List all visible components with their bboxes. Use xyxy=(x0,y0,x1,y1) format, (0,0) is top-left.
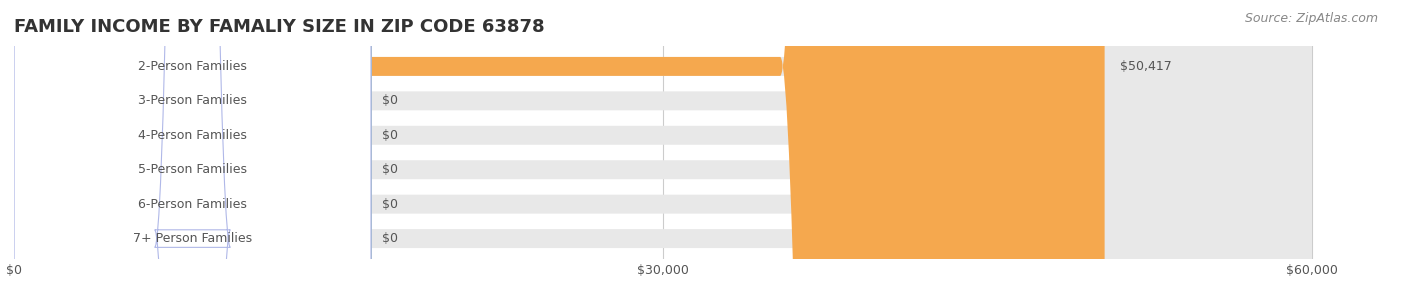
FancyBboxPatch shape xyxy=(14,0,371,305)
FancyBboxPatch shape xyxy=(14,0,1312,305)
Text: 5-Person Families: 5-Person Families xyxy=(138,163,247,176)
Text: $0: $0 xyxy=(382,129,398,142)
FancyBboxPatch shape xyxy=(14,0,1312,305)
FancyBboxPatch shape xyxy=(14,0,371,305)
FancyBboxPatch shape xyxy=(14,0,371,305)
FancyBboxPatch shape xyxy=(14,0,371,305)
FancyBboxPatch shape xyxy=(14,0,371,305)
FancyBboxPatch shape xyxy=(14,0,1312,305)
Text: $0: $0 xyxy=(382,232,398,245)
FancyBboxPatch shape xyxy=(14,0,371,305)
FancyBboxPatch shape xyxy=(14,0,1312,305)
FancyBboxPatch shape xyxy=(14,0,1312,305)
Text: 7+ Person Families: 7+ Person Families xyxy=(134,232,252,245)
Text: 2-Person Families: 2-Person Families xyxy=(138,60,247,73)
Text: FAMILY INCOME BY FAMALIY SIZE IN ZIP CODE 63878: FAMILY INCOME BY FAMALIY SIZE IN ZIP COD… xyxy=(14,18,544,36)
Text: $0: $0 xyxy=(382,198,398,211)
Text: 4-Person Families: 4-Person Families xyxy=(138,129,247,142)
FancyBboxPatch shape xyxy=(14,0,1105,305)
Text: Source: ZipAtlas.com: Source: ZipAtlas.com xyxy=(1244,12,1378,25)
Text: $0: $0 xyxy=(382,163,398,176)
Text: $0: $0 xyxy=(382,94,398,107)
Text: $50,417: $50,417 xyxy=(1119,60,1171,73)
FancyBboxPatch shape xyxy=(14,0,1312,305)
Text: 6-Person Families: 6-Person Families xyxy=(138,198,247,211)
Text: 3-Person Families: 3-Person Families xyxy=(138,94,247,107)
